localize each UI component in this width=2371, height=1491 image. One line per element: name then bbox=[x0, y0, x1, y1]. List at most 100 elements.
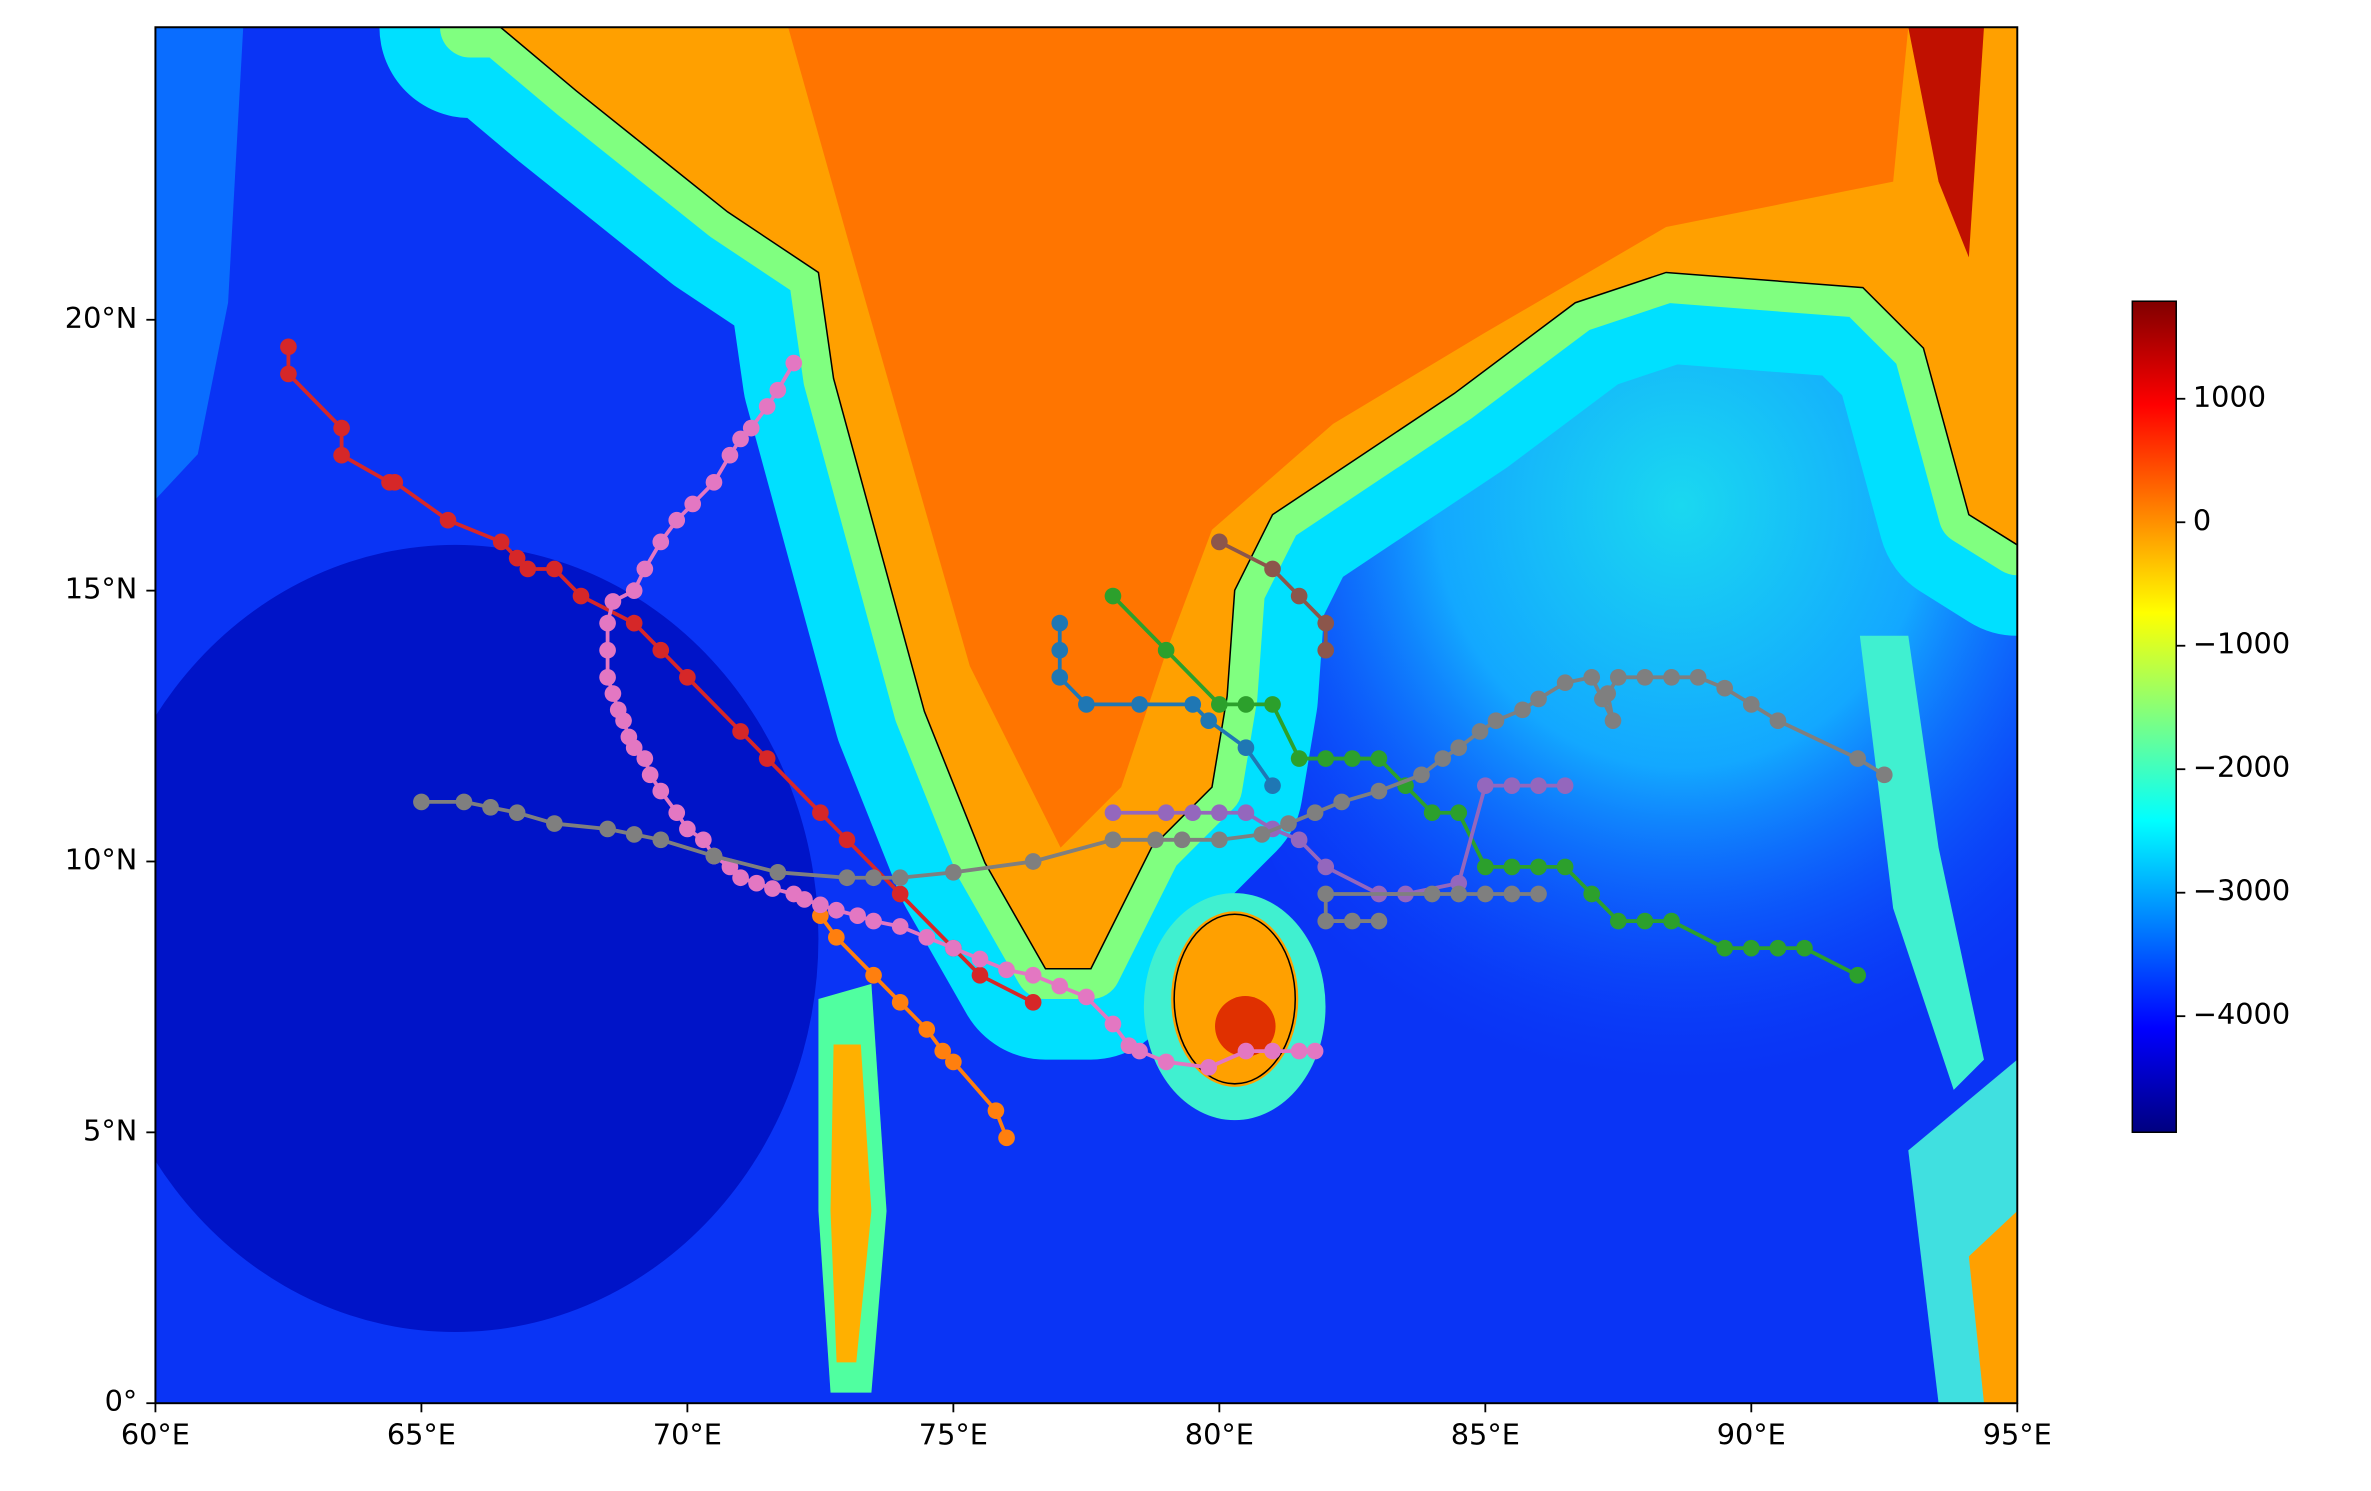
track-point bbox=[1849, 966, 1867, 984]
track-point bbox=[732, 430, 749, 448]
track-point bbox=[280, 365, 297, 383]
track-point bbox=[1583, 885, 1601, 903]
colorbar-tick-label: −4000 bbox=[2193, 997, 2290, 1031]
track-point bbox=[1476, 885, 1494, 903]
track-point bbox=[455, 793, 473, 811]
track-point bbox=[1078, 696, 1095, 713]
track-point bbox=[945, 863, 962, 881]
track-point bbox=[1104, 831, 1122, 849]
track-point bbox=[828, 929, 845, 946]
track-point bbox=[934, 1042, 952, 1060]
track-point bbox=[1147, 831, 1164, 849]
track-point bbox=[1104, 1015, 1122, 1033]
track-point bbox=[1530, 885, 1547, 903]
track-point bbox=[987, 1102, 1005, 1120]
track-point bbox=[891, 885, 909, 903]
y-tick-label: 0° bbox=[105, 1384, 138, 1418]
track-point bbox=[508, 804, 526, 822]
track-point bbox=[1184, 804, 1202, 822]
track-point bbox=[1434, 750, 1452, 767]
track-point bbox=[1769, 712, 1787, 729]
track-point bbox=[1211, 696, 1228, 713]
track-point bbox=[1769, 939, 1787, 957]
track-point bbox=[1796, 939, 1813, 957]
colorbar bbox=[2131, 300, 2177, 1134]
track-point bbox=[1530, 858, 1547, 876]
track-point bbox=[679, 820, 696, 838]
track-point bbox=[1317, 614, 1335, 632]
track-point bbox=[705, 847, 723, 865]
track-point bbox=[769, 381, 787, 399]
track-point bbox=[615, 712, 632, 729]
track-point bbox=[1530, 777, 1547, 794]
track-point bbox=[748, 874, 765, 892]
track-point bbox=[838, 869, 856, 887]
track-point bbox=[1290, 831, 1308, 849]
track-point bbox=[742, 419, 760, 437]
track-point bbox=[764, 880, 781, 897]
track-point bbox=[599, 668, 616, 686]
track-point bbox=[1556, 858, 1574, 876]
track-point bbox=[1253, 826, 1271, 843]
track-point bbox=[1476, 777, 1494, 794]
track-point bbox=[812, 896, 829, 914]
track-point bbox=[1604, 712, 1622, 729]
track-point bbox=[1290, 1042, 1308, 1060]
track-point bbox=[668, 804, 686, 822]
track-point bbox=[572, 587, 590, 605]
track-point bbox=[1487, 712, 1505, 729]
track-point bbox=[413, 793, 430, 811]
colorbar-tick-label: 0 bbox=[2193, 503, 2211, 537]
track-point bbox=[998, 961, 1015, 979]
track-point bbox=[1317, 885, 1335, 903]
track-point bbox=[891, 869, 909, 887]
track-point bbox=[636, 750, 654, 767]
track-point bbox=[1237, 804, 1255, 822]
track-point bbox=[1742, 939, 1760, 957]
track-point bbox=[1264, 560, 1281, 578]
track-point bbox=[1237, 739, 1255, 757]
track-point bbox=[1051, 614, 1069, 632]
track-point bbox=[1051, 641, 1069, 659]
track-point bbox=[1131, 1042, 1148, 1060]
track-point bbox=[668, 511, 686, 529]
track-point bbox=[1556, 777, 1574, 794]
track-point bbox=[1450, 739, 1468, 757]
track-point bbox=[891, 994, 909, 1011]
track-point bbox=[1290, 587, 1308, 605]
track-point bbox=[652, 782, 670, 800]
y-tick-label: 5°N bbox=[83, 1113, 137, 1147]
track-point bbox=[695, 831, 712, 849]
bathymetry-background bbox=[155, 27, 2018, 1404]
colorbar-tick-label: 1000 bbox=[2193, 380, 2266, 414]
track-point bbox=[865, 912, 882, 930]
x-tick-label: 70°E bbox=[653, 1418, 722, 1452]
track-point bbox=[812, 804, 829, 822]
track-point bbox=[636, 560, 654, 578]
track-point bbox=[1104, 587, 1122, 605]
track-point bbox=[796, 891, 813, 908]
track-point bbox=[679, 668, 696, 686]
x-tick-label: 75°E bbox=[919, 1418, 988, 1452]
track-point bbox=[482, 798, 499, 816]
track-point bbox=[1875, 766, 1893, 784]
x-tick-label: 65°E bbox=[387, 1418, 456, 1452]
track-point bbox=[652, 831, 670, 849]
track-point bbox=[705, 473, 723, 491]
track-point bbox=[386, 473, 404, 491]
track-point bbox=[333, 419, 350, 437]
x-tick-label: 85°E bbox=[1451, 1418, 1520, 1452]
track-point bbox=[652, 533, 670, 551]
track-point bbox=[1237, 696, 1255, 713]
track-point bbox=[1024, 853, 1042, 870]
track-point bbox=[1663, 912, 1680, 930]
track-point bbox=[1530, 690, 1547, 708]
track-point bbox=[604, 593, 622, 610]
track-point bbox=[918, 929, 936, 946]
track-point bbox=[1370, 750, 1388, 767]
track-point bbox=[604, 685, 622, 702]
track-point bbox=[684, 495, 702, 513]
track-point bbox=[1423, 804, 1441, 822]
track-point bbox=[1344, 912, 1361, 930]
